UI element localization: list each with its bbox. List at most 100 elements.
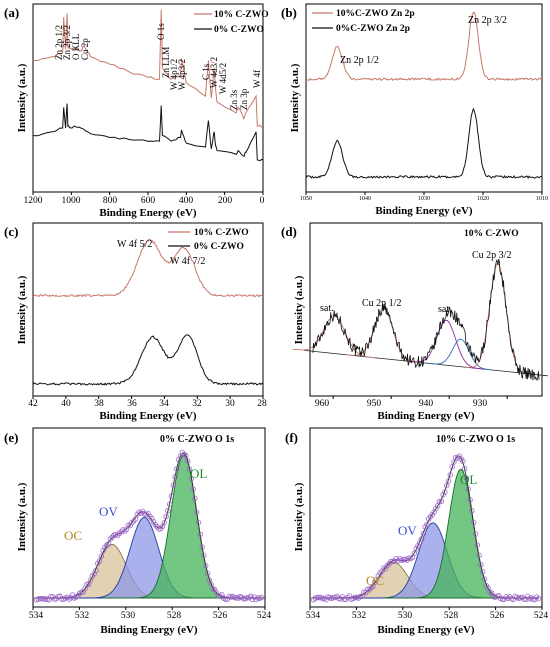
annot-ol: OL [190,466,207,481]
data-point [521,596,527,602]
panel-f-xtick: 524 [534,611,549,621]
raw-data-points [310,453,542,603]
data-point [449,464,455,470]
data-point [388,558,394,565]
panel-e-xtick: 524 [257,611,272,621]
data-point [165,508,171,514]
data-point [96,558,103,564]
panel-b-xtick: 1030 [418,196,430,202]
panel-e-xtick: 534 [29,611,44,621]
panel-a-xlabel: Binding Energy (eV) [99,207,197,219]
data-point [188,475,195,482]
annot-w-4f: W 4f [252,70,262,88]
panel-e-title: 0% C-ZWO O 1s [160,434,234,445]
data-point [199,544,205,550]
data-point [314,594,320,601]
data-point [193,509,200,515]
data-point [93,567,99,574]
panel-c-frame [32,222,264,397]
data-point [202,562,209,569]
panel-e-xtick: 528 [167,611,182,621]
panel-c: (c) 42 40 38 36 34 32 30 28 Binding Ener… [4,222,267,422]
annot-zn-2p-1-2: Zn 2p 1/2 [340,55,379,66]
data-point [201,552,207,559]
panel-f-title: 10% C-ZWO O 1s [436,434,515,445]
panel-b-xtick: 1020 [477,196,489,202]
panel-f-xtick: 530 [398,611,413,621]
panel-f: (f) 10% C-ZWO O 1s 534 532 530 528 526 5… [285,427,549,636]
series-line-10pct [32,238,264,298]
data-point [460,458,466,464]
panel-c-ylabel: Intensity (a.u.) [16,275,28,344]
data-point [204,570,211,577]
data-point [84,581,90,588]
data-point [174,466,180,472]
data-point [420,530,427,537]
panel-a-xtick: 1200 [24,196,43,206]
annot-zn-3s: Zn 3s [229,89,239,110]
data-point [447,472,454,478]
series-line-0pct [32,334,264,386]
panel-c-xtick: 36 [127,399,137,409]
series-line-0pct [305,107,543,180]
data-point [170,482,177,488]
annot-w-4p1-2: W 4p1/2 [169,59,179,90]
data-point [121,528,128,534]
raw-spectrum-line [312,258,540,382]
annot-w-4d3-2: W 4d3/2 [209,57,219,88]
panel-e-label: (e) [4,430,18,445]
panel-c-xtick: 30 [225,399,235,409]
data-point [478,562,484,568]
data-point [64,594,70,601]
raw-data-points [33,449,265,603]
annot-o-kll: O KLL [71,34,81,60]
annot-w-4p3-2: W 4p3/2 [177,59,187,90]
annot-oc: OC [366,573,384,588]
data-point [461,465,468,472]
panel-b: (b) 1050 1040 1030 1020 1010 Binding Ene… [281,3,548,217]
panel-e-xtick: 530 [121,611,136,621]
annot-o-1s: O 1s [156,23,166,40]
data-point [192,495,198,502]
data-point [222,596,229,602]
panel-e: (e) 0% C-ZWO O 1s 534 532 530 528 526 52… [4,427,272,636]
panel-f-xtick: 532 [352,611,367,621]
panel-f-ylabel: Intensity (a.u.) [293,482,305,551]
panel-a-ylabel: Intensity (a.u.) [16,63,28,132]
panel-a: (a) 1200 1000 800 600 400 200 0 Binding … [4,3,269,219]
data-point [183,453,189,459]
panel-f-frame [309,427,543,608]
panel-e-xtick: 526 [213,611,228,621]
data-point [451,459,457,465]
data-point [375,573,382,579]
panel-f-xtick: 534 [306,611,321,621]
annot-ol: OL [460,472,477,487]
data-point [166,501,173,507]
data-point [58,596,65,602]
panel-d-title: 10% C-ZWO [464,229,519,239]
data-point [163,513,169,520]
data-point [481,576,488,582]
data-point [465,486,472,492]
fit-component [428,338,493,371]
panel-a-xtick: 600 [141,196,156,206]
data-point [357,593,364,600]
panel-e-ylabel: Intensity (a.u.) [16,482,28,551]
data-point [107,536,114,542]
data-point [132,516,139,522]
annot-sat-1: sat. [320,303,334,314]
panel-a-xtick: 200 [218,196,233,206]
annot-zn-3p: Zn 3p [239,88,249,110]
data-point [424,521,430,528]
annot-zn-2p-1-2: Zn 2p 1/2 [54,25,64,60]
annot-zn-2p-3-2: Zn 2p 3/2 [468,15,507,26]
panel-d-xtick: 950 [367,399,382,409]
data-point [535,595,542,602]
panel-a-label: (a) [4,5,19,20]
data-point [195,519,202,526]
panel-c-xtick: 38 [94,399,104,409]
panel-d-frame [309,222,543,397]
panel-c-xlabel: Binding Energy (eV) [99,410,197,422]
data-point [438,498,445,504]
legend-entry-0pct: 0%C-ZWO Zn 2p [336,24,410,34]
